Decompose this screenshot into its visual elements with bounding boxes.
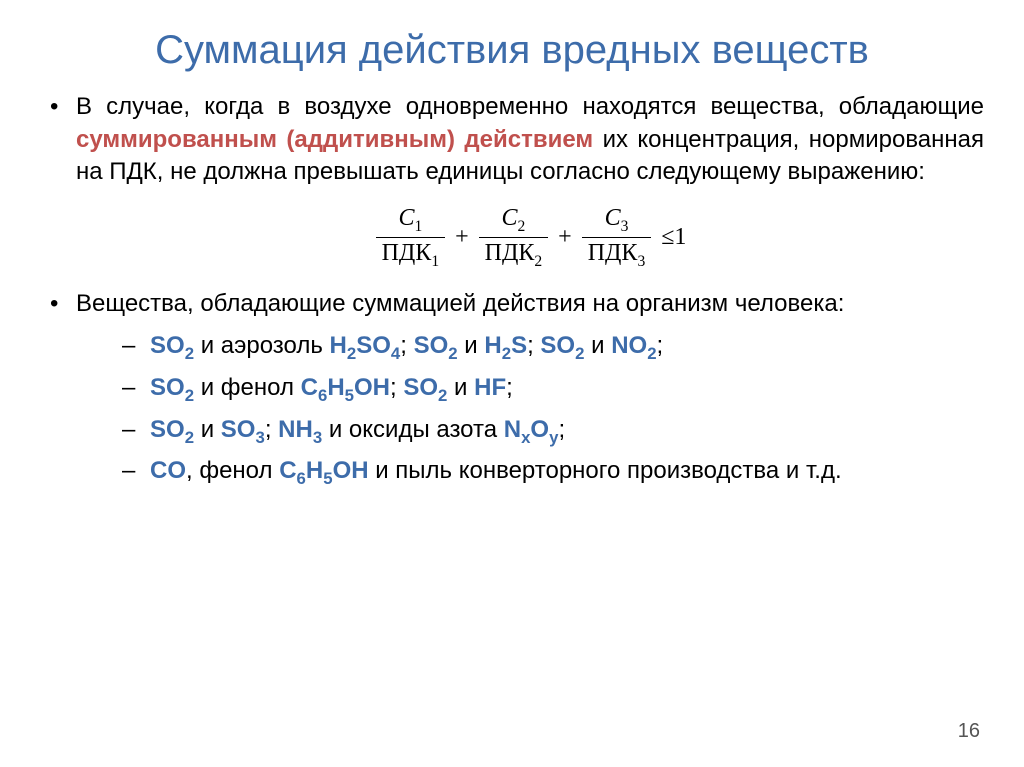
fraction: C3ПДК3	[582, 205, 652, 270]
chemical-formula: SO3	[221, 416, 265, 443]
fraction: C1ПДК1	[376, 205, 446, 270]
chemical-formula: H2	[484, 332, 511, 359]
bullet-1: В случае, когда в воздухе одновременно н…	[40, 91, 984, 270]
chemical-formula: SO2	[150, 416, 194, 443]
para1-before: В случае, когда в воздухе одновременно н…	[76, 93, 984, 120]
fraction: C2ПДК2	[479, 205, 549, 270]
chemical-formula: Nx	[504, 416, 531, 443]
chemical-formula: SO2	[540, 332, 584, 359]
chemical-formula: SO2	[403, 374, 447, 401]
chemical-formula: OH	[354, 374, 390, 401]
relation: ≤1	[657, 224, 690, 251]
chem-list-item: SO2 и SO3; NH3 и оксиды азота NxOy;	[122, 414, 984, 450]
chemical-formula: C6	[279, 457, 306, 484]
paragraph-2: Вещества, обладающие суммацией действия …	[76, 288, 984, 321]
chemical-formula: H2	[330, 332, 357, 359]
chemical-formula: C6	[301, 374, 328, 401]
formula: C1ПДК1+C2ПДК2+C3ПДК3 ≤1	[76, 205, 984, 270]
chemical-formula: SO2	[150, 374, 194, 401]
bullet-2: Вещества, обладающие суммацией действия …	[40, 288, 984, 491]
para1-emph: суммированным (адди­ти­вным) действием	[76, 126, 593, 153]
chemical-formula: SO4	[356, 332, 400, 359]
chem-list-item: SO2 и аэрозоль H2SO4; SO2 и H2S; SO2 и N…	[122, 330, 984, 366]
chemical-formula: SO2	[150, 332, 194, 359]
chemical-formula: NO2	[611, 332, 656, 359]
chem-list-item: CO, фенол C6H5OH и пыль конверторного пр…	[122, 455, 984, 491]
paragraph-1: В случае, когда в воздухе одновременно н…	[76, 91, 984, 189]
chem-list-item: SO2 и фенол C6H5OH; SO2 и HF;	[122, 372, 984, 408]
chemical-formula: H5	[327, 374, 354, 401]
bullet-list: В случае, когда в воздухе одновременно н…	[40, 91, 984, 491]
chemical-formula: HF	[474, 374, 506, 401]
chemical-formula: S	[511, 332, 527, 359]
slide: Суммация действия вредных веществ В случ…	[0, 0, 1024, 767]
page-number: 16	[958, 720, 980, 743]
chemical-formula: OH	[333, 457, 369, 484]
chemical-formula: NH3	[278, 416, 322, 443]
chemical-formula: Oy	[530, 416, 558, 443]
slide-title: Суммация действия вредных веществ	[40, 28, 984, 73]
chemical-formula: CO	[150, 457, 186, 484]
chem-list: SO2 и аэрозоль H2SO4; SO2 и H2S; SO2 и N…	[76, 330, 984, 491]
chemical-formula: SO2	[414, 332, 458, 359]
chemical-formula: H5	[306, 457, 333, 484]
